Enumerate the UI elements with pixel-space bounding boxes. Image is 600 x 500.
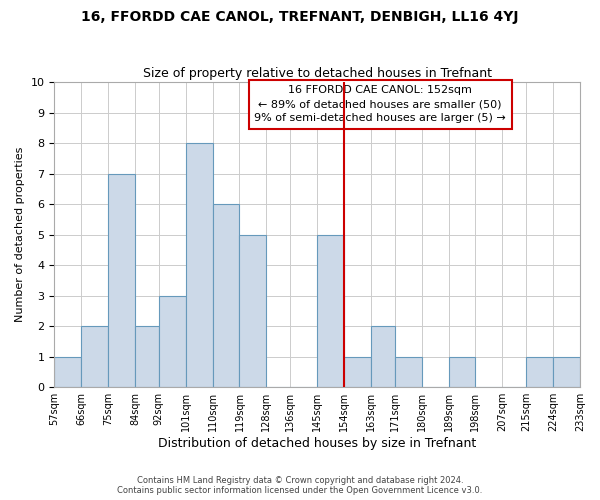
Bar	[395, 356, 422, 387]
Bar	[81, 326, 108, 387]
Bar	[371, 326, 395, 387]
Bar	[317, 234, 344, 387]
Bar	[212, 204, 239, 387]
Bar	[553, 356, 580, 387]
Bar	[239, 234, 266, 387]
Title: Size of property relative to detached houses in Trefnant: Size of property relative to detached ho…	[143, 66, 491, 80]
Bar	[159, 296, 186, 387]
Bar	[344, 356, 371, 387]
Bar	[54, 356, 81, 387]
Bar	[186, 143, 212, 387]
Text: 16 FFORDD CAE CANOL: 152sqm
← 89% of detached houses are smaller (50)
9% of semi: 16 FFORDD CAE CANOL: 152sqm ← 89% of det…	[254, 85, 506, 123]
Bar	[135, 326, 159, 387]
Bar	[526, 356, 553, 387]
Bar	[449, 356, 475, 387]
Bar	[108, 174, 135, 387]
X-axis label: Distribution of detached houses by size in Trefnant: Distribution of detached houses by size …	[158, 437, 476, 450]
Text: Contains HM Land Registry data © Crown copyright and database right 2024.
Contai: Contains HM Land Registry data © Crown c…	[118, 476, 482, 495]
Text: 16, FFORDD CAE CANOL, TREFNANT, DENBIGH, LL16 4YJ: 16, FFORDD CAE CANOL, TREFNANT, DENBIGH,…	[81, 10, 519, 24]
Y-axis label: Number of detached properties: Number of detached properties	[15, 147, 25, 322]
